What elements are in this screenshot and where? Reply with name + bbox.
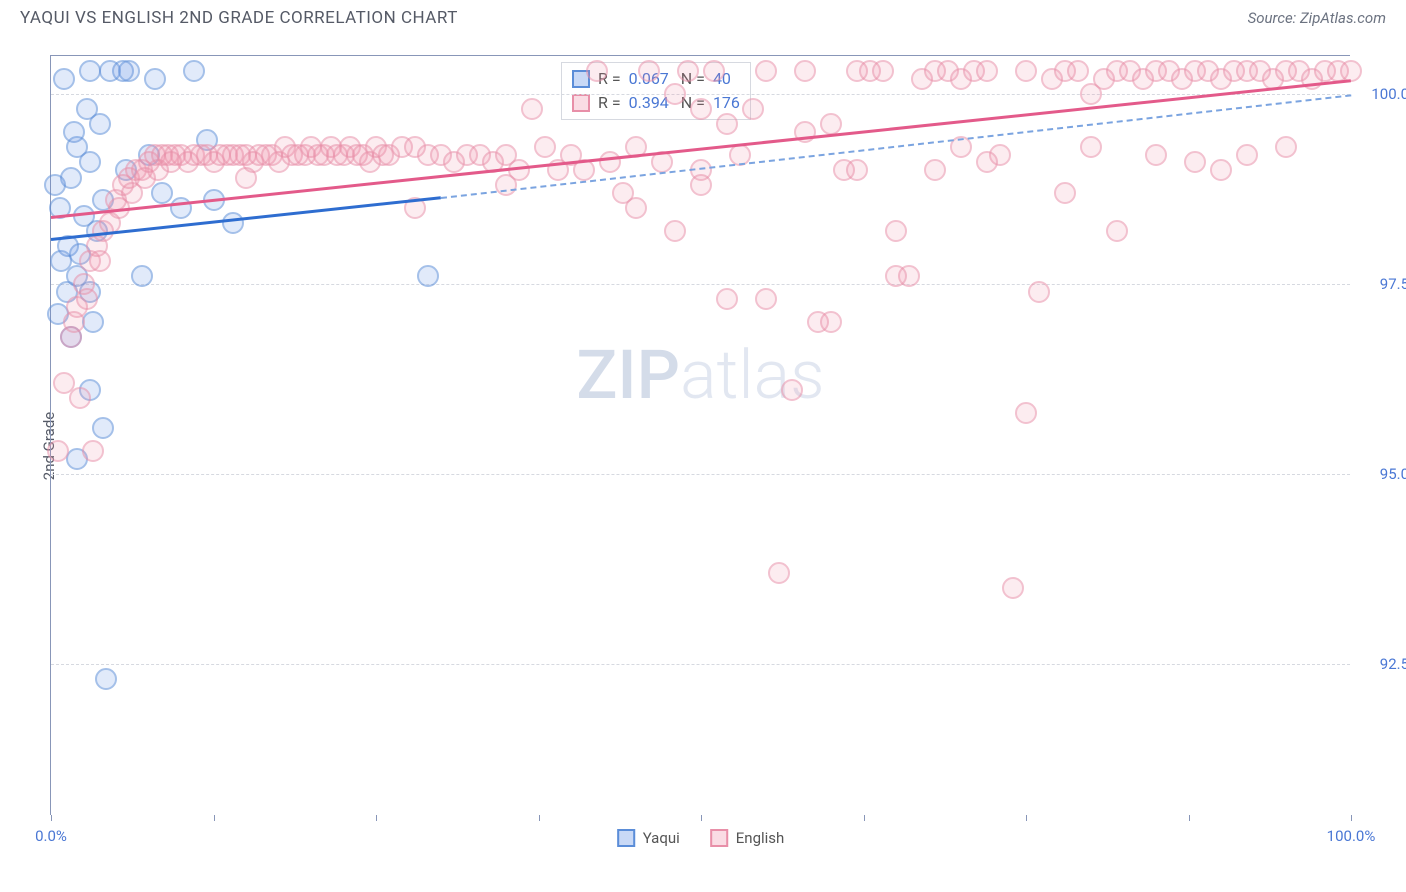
data-point: [742, 98, 764, 120]
data-point: [160, 151, 182, 173]
data-point: [1054, 182, 1076, 204]
data-point: [1028, 281, 1050, 303]
data-point: [690, 174, 712, 196]
data-point: [1015, 402, 1037, 424]
x-tick: [214, 815, 215, 821]
x-tick: [51, 815, 52, 821]
data-point: [144, 68, 166, 90]
data-point: [89, 113, 111, 135]
data-point: [63, 121, 85, 143]
data-point: [92, 417, 114, 439]
x-tick: [701, 815, 702, 821]
data-point: [1106, 220, 1128, 242]
data-point: [63, 311, 85, 333]
data-point: [79, 151, 101, 173]
data-point: [1145, 144, 1167, 166]
data-point: [976, 60, 998, 82]
data-point: [872, 60, 894, 82]
swatch-blue: [617, 829, 635, 847]
data-point: [1067, 60, 1089, 82]
data-point: [794, 60, 816, 82]
data-point: [1275, 136, 1297, 158]
data-point: [170, 197, 192, 219]
data-point: [1210, 159, 1232, 181]
data-point: [112, 60, 134, 82]
data-point: [1015, 60, 1037, 82]
gridline: [51, 94, 1350, 95]
data-point: [1236, 144, 1258, 166]
data-point: [664, 220, 686, 242]
data-point: [677, 60, 699, 82]
data-point: [131, 265, 153, 287]
x-tick: [376, 815, 377, 821]
data-point: [781, 379, 803, 401]
x-tick: [1189, 815, 1190, 821]
data-point: [521, 98, 543, 120]
gridline: [51, 284, 1350, 285]
data-point: [76, 288, 98, 310]
data-point: [1002, 577, 1024, 599]
scatter-chart: ZIPatlas R = 0.067 N = 40 R = 0.394 N = …: [50, 55, 1350, 815]
chart-header: YAQUI VS ENGLISH 2ND GRADE CORRELATION C…: [0, 0, 1406, 28]
x-tick-label: 100.0%: [1327, 827, 1376, 845]
data-point: [47, 440, 69, 462]
chart-title: YAQUI VS ENGLISH 2ND GRADE CORRELATION C…: [20, 8, 458, 28]
chart-source: Source: ZipAtlas.com: [1248, 9, 1386, 27]
data-point: [755, 60, 777, 82]
data-point: [44, 174, 66, 196]
data-point: [1340, 60, 1362, 82]
data-point: [755, 288, 777, 310]
y-tick-label: 92.5%: [1380, 655, 1406, 673]
data-point: [768, 562, 790, 584]
data-point: [638, 60, 660, 82]
legend-item-english: English: [710, 829, 785, 847]
data-point: [82, 440, 104, 462]
gridline: [51, 474, 1350, 475]
swatch-pink: [710, 829, 728, 847]
data-point: [664, 83, 686, 105]
y-tick-label: 95.0%: [1380, 465, 1406, 483]
data-point: [820, 311, 842, 333]
data-point: [599, 151, 621, 173]
data-point: [53, 68, 75, 90]
data-point: [924, 159, 946, 181]
x-tick: [1026, 815, 1027, 821]
data-point: [151, 182, 173, 204]
data-point: [417, 265, 439, 287]
y-tick-label: 97.5%: [1380, 275, 1406, 293]
data-point: [846, 159, 868, 181]
x-tick-label: 0.0%: [35, 827, 67, 845]
x-tick: [864, 815, 865, 821]
data-point: [534, 136, 556, 158]
data-point: [885, 265, 907, 287]
data-point: [716, 288, 738, 310]
x-tick: [539, 815, 540, 821]
watermark: ZIPatlas: [576, 335, 824, 415]
swatch-pink: [572, 94, 590, 112]
x-tick: [1351, 815, 1352, 821]
data-point: [69, 387, 91, 409]
data-point: [89, 250, 111, 272]
data-point: [586, 60, 608, 82]
series-legend: Yaqui English: [617, 829, 785, 847]
data-point: [495, 174, 517, 196]
data-point: [222, 212, 244, 234]
data-point: [95, 668, 117, 690]
data-point: [1184, 151, 1206, 173]
data-point: [183, 60, 205, 82]
data-point: [235, 167, 257, 189]
data-point: [703, 60, 725, 82]
data-point: [625, 197, 647, 219]
data-point: [716, 113, 738, 135]
gridline: [51, 664, 1350, 665]
data-point: [1080, 83, 1102, 105]
data-point: [976, 151, 998, 173]
data-point: [690, 98, 712, 120]
data-point: [885, 220, 907, 242]
y-tick-label: 100.0%: [1371, 85, 1406, 103]
legend-item-yaqui: Yaqui: [617, 829, 680, 847]
data-point: [1080, 136, 1102, 158]
